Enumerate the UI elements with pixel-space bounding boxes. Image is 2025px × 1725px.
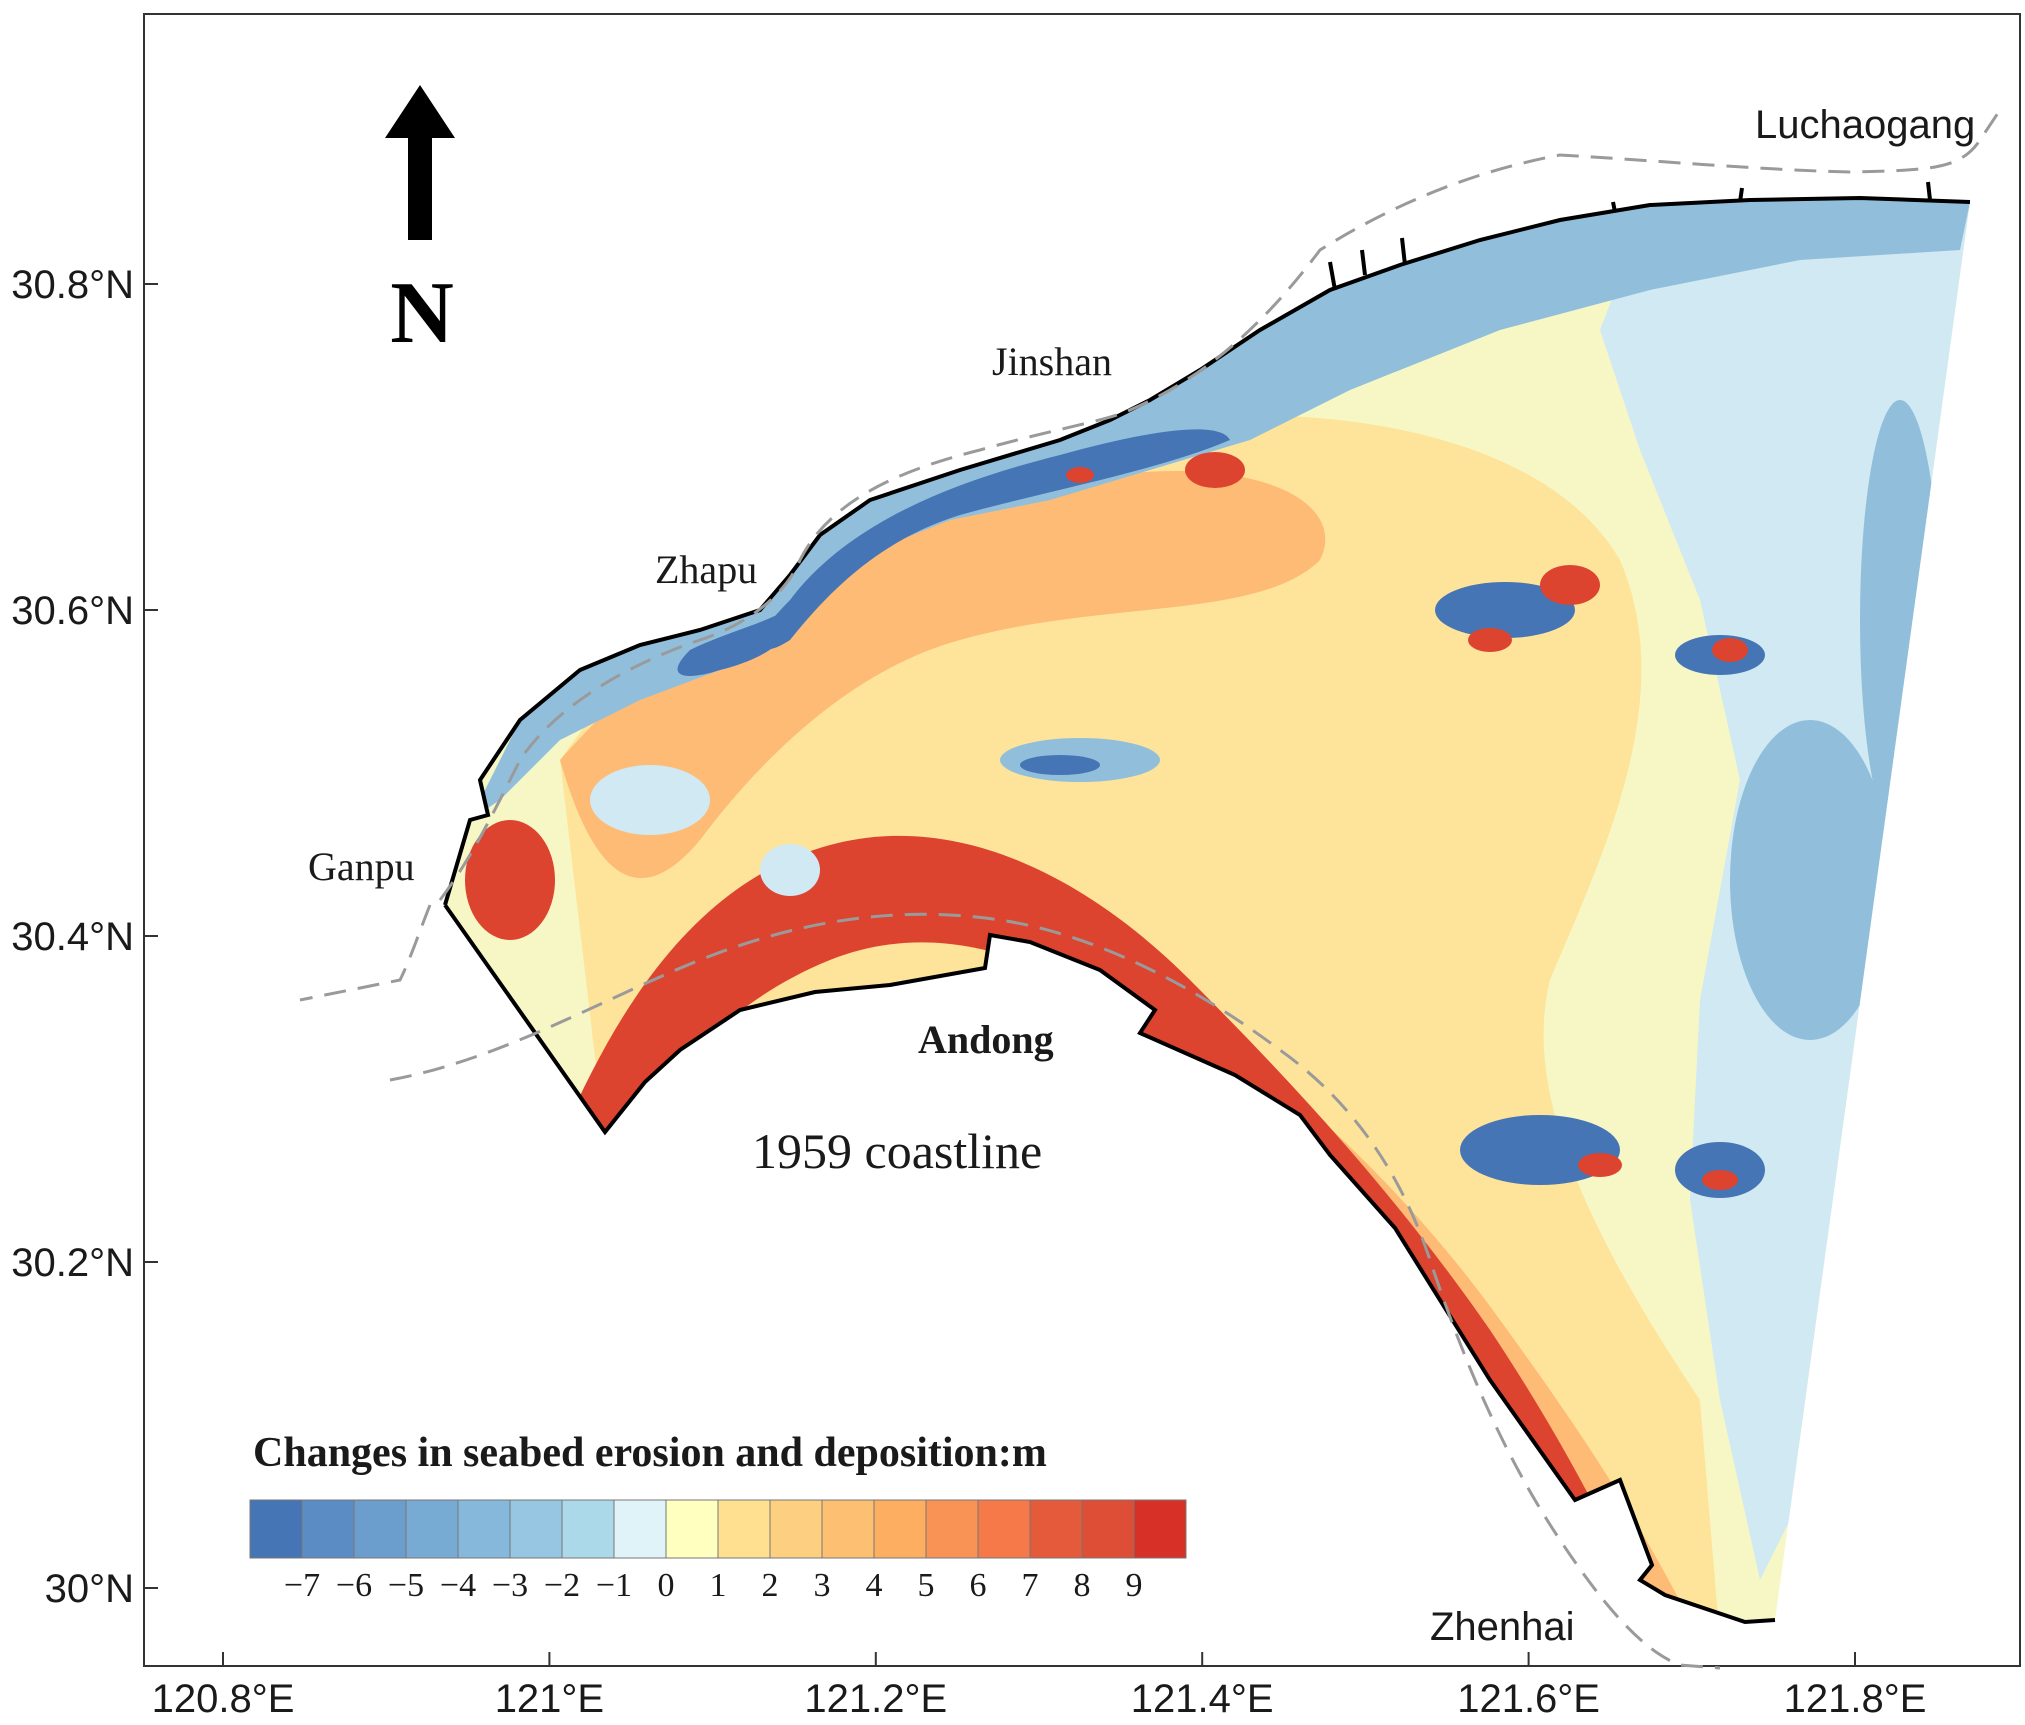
pockmark bbox=[1540, 565, 1600, 605]
north-arrow-icon bbox=[385, 85, 455, 240]
legend-swatch bbox=[561, 1499, 615, 1559]
pockmark bbox=[1578, 1153, 1622, 1177]
legend-tick-label: 2 bbox=[762, 1567, 779, 1604]
legend-swatch bbox=[613, 1499, 667, 1559]
legend-tick-label: −4 bbox=[440, 1567, 476, 1604]
coastline-1959-label: 1959 coastline bbox=[752, 1123, 1042, 1179]
y-tick-label: 30.6°N bbox=[11, 589, 134, 633]
legend-tick-label: 1 bbox=[710, 1567, 727, 1604]
east-erosion-patch bbox=[1730, 720, 1890, 1040]
zhapu-erosion-channel bbox=[677, 600, 800, 676]
legend-swatch bbox=[717, 1499, 771, 1559]
legend-tick-label: −3 bbox=[492, 1567, 528, 1604]
jetty bbox=[1611, 201, 1617, 213]
legend-tick-label: 6 bbox=[970, 1567, 987, 1604]
legend-tick-label: −7 bbox=[284, 1567, 320, 1604]
offshore-pockmark-cluster-south bbox=[1460, 1115, 1765, 1198]
legend-swatch bbox=[457, 1499, 511, 1559]
legend-swatch bbox=[1081, 1499, 1135, 1559]
pockmark bbox=[1468, 628, 1512, 652]
north-arrow: N bbox=[385, 85, 455, 362]
place-label-jinshan: Jinshan bbox=[992, 339, 1112, 384]
legend-tick-label: −2 bbox=[544, 1567, 580, 1604]
pockmark bbox=[1435, 582, 1575, 638]
y-tick-label: 30.4°N bbox=[11, 915, 134, 959]
legend-swatches bbox=[249, 1499, 1187, 1559]
place-label-ganpu: Ganpu bbox=[308, 844, 415, 889]
ganpu-deposition-patch bbox=[465, 820, 555, 940]
legend-tick-labels: −7 −6 −5 −4 −3 −2 −1 0 1 2 3 4 5 6 7 8 9 bbox=[284, 1567, 1143, 1604]
x-tick-label: 120.8°E bbox=[152, 1677, 295, 1721]
pockmark bbox=[1066, 467, 1094, 483]
jinshan-deposition-cluster bbox=[1066, 452, 1245, 488]
model-domain-boundary bbox=[443, 195, 1971, 1625]
x-tick-label: 121.2°E bbox=[804, 1677, 947, 1721]
place-label-andong: Andong bbox=[918, 1017, 1054, 1062]
legend-tick-label: −6 bbox=[336, 1567, 372, 1604]
place-label-luchaogang: Luchaogang bbox=[1755, 103, 1975, 147]
legend-swatch bbox=[353, 1499, 407, 1559]
pockmark bbox=[1712, 638, 1748, 662]
jetty bbox=[1738, 187, 1744, 203]
legend-swatch bbox=[977, 1499, 1031, 1559]
legend-tick-label: 3 bbox=[814, 1567, 831, 1604]
plot-frame bbox=[143, 13, 2021, 1667]
jetty bbox=[1360, 249, 1367, 276]
x-axis: 120.8°E 121°E 121.2°E 121.4°E 121.6°E 121.8°E bbox=[152, 1652, 1927, 1721]
offshore-pockmark-cluster-north bbox=[1435, 565, 1765, 675]
pockmark bbox=[1702, 1170, 1738, 1190]
legend-swatch bbox=[1133, 1499, 1187, 1559]
offshore-pockmark-cluster-mid bbox=[1000, 738, 1160, 782]
legend-tick-label: 5 bbox=[918, 1567, 935, 1604]
legend-title: Changes in seabed erosion and deposition… bbox=[253, 1430, 1047, 1476]
y-tick-label: 30.2°N bbox=[11, 1241, 134, 1285]
legend-tick-label: 8 bbox=[1074, 1567, 1091, 1604]
y-tick-label: 30.8°N bbox=[11, 263, 134, 307]
x-tick-label: 121.4°E bbox=[1131, 1677, 1274, 1721]
jetty bbox=[1328, 261, 1337, 291]
legend-swatch bbox=[1029, 1499, 1083, 1559]
legend-swatch bbox=[249, 1499, 303, 1559]
jetty bbox=[1926, 181, 1932, 201]
place-label-zhapu: Zhapu bbox=[655, 547, 757, 592]
legend-swatch bbox=[665, 1499, 719, 1559]
jetty bbox=[1400, 237, 1407, 266]
pockmark bbox=[1185, 452, 1245, 488]
legend-tick-label: 7 bbox=[1022, 1567, 1039, 1604]
northern-deep-erosion-channel bbox=[759, 429, 1230, 650]
x-tick-label: 121.6°E bbox=[1457, 1677, 1600, 1721]
x-tick-label: 121.8°E bbox=[1784, 1677, 1927, 1721]
legend-tick-label: 4 bbox=[866, 1567, 883, 1604]
legend-tick-label: 9 bbox=[1126, 1567, 1143, 1604]
legend-swatch bbox=[301, 1499, 355, 1559]
y-axis: 30.8°N 30.6°N 30.4°N 30.2°N 30°N bbox=[11, 263, 158, 1611]
legend-tick-label: −5 bbox=[388, 1567, 424, 1604]
y-tick-label: 30°N bbox=[45, 1567, 134, 1611]
x-tick-label: 121°E bbox=[495, 1677, 604, 1721]
jetties bbox=[1328, 181, 1932, 291]
mid-erosion-patch bbox=[590, 765, 710, 835]
legend-swatch bbox=[821, 1499, 875, 1559]
place-label-zhenhai: Zhenhai bbox=[1430, 1605, 1575, 1649]
legend-swatch bbox=[925, 1499, 979, 1559]
legend-swatch bbox=[405, 1499, 459, 1559]
pockmark bbox=[1020, 755, 1100, 775]
colorbar-legend: Changes in seabed erosion and deposition… bbox=[249, 1430, 1187, 1604]
legend-tick-label: 0 bbox=[658, 1567, 675, 1604]
coastline-1959 bbox=[299, 109, 2002, 1670]
legend-swatch bbox=[769, 1499, 823, 1559]
east-erosion-patch-2 bbox=[1860, 400, 1940, 840]
inner-erosion-patch bbox=[760, 844, 820, 896]
legend-swatch bbox=[873, 1499, 927, 1559]
north-letter: N bbox=[390, 265, 454, 362]
legend-swatch bbox=[509, 1499, 563, 1559]
central-orange-band bbox=[560, 471, 1326, 879]
legend-tick-label: −1 bbox=[596, 1567, 632, 1604]
